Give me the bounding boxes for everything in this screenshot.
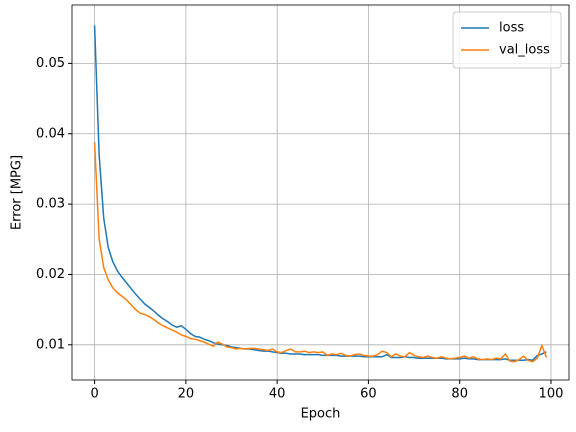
legend-label: val_loss <box>499 43 550 58</box>
line-series <box>93 25 547 362</box>
y-tick-label: 0.04 <box>36 126 65 141</box>
x-tick-label: 0 <box>90 387 98 402</box>
x-tick-label: 100 <box>539 387 564 402</box>
x-tick-label: 20 <box>178 387 195 402</box>
x-tick-label: 60 <box>360 387 377 402</box>
y-tick-label: 0.03 <box>36 197 65 212</box>
legend-label: loss <box>499 21 524 36</box>
y-tick-label: 0.01 <box>36 337 65 352</box>
plot-frame <box>71 4 570 381</box>
y-tick-label: 0.05 <box>36 56 65 71</box>
y-axis-label: Error [MPG] <box>10 155 25 230</box>
y-tick-label: 0.02 <box>36 267 65 282</box>
x-axis-label: Epoch <box>301 407 341 422</box>
legend-box <box>452 11 562 69</box>
line-series <box>93 142 548 363</box>
x-tick-label: 40 <box>269 387 286 402</box>
x-tick-label: 80 <box>451 387 468 402</box>
